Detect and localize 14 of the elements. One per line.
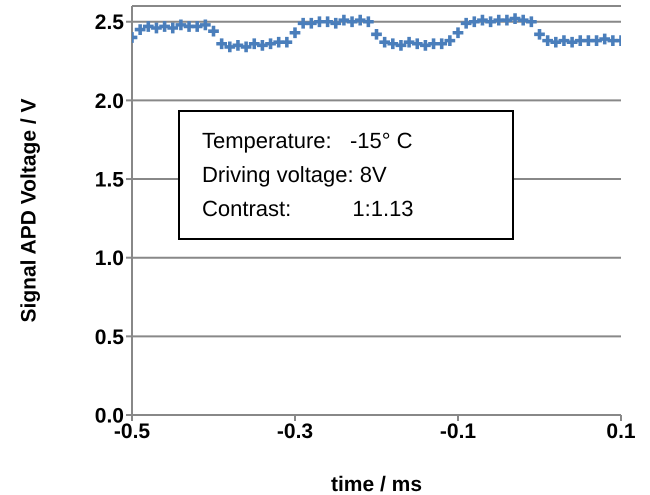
annotation: Contrast: 1:1.13: [202, 195, 415, 223]
y-tick-label: 1.0: [94, 247, 124, 270]
note-box: Temperature: -15° C Driving voltage: 8V Contrast: 1:1.13: [178, 110, 514, 240]
annotation: Driving voltage: 8V: [202, 161, 388, 189]
annotation: Temperature: -15° C: [202, 127, 414, 155]
x-axis-title: time / ms: [330, 473, 422, 495]
y-tick-label: 0.5: [94, 326, 124, 349]
y-tick-label: 2.5: [94, 11, 124, 34]
x-tick-label: -0.1: [440, 420, 476, 443]
x-tick-label: -0.3: [276, 420, 314, 443]
y-axis-title: Signal APD Voltage / V: [17, 98, 40, 323]
y-tick-label: 1.5: [94, 168, 124, 192]
y-tick-label: 2.0: [94, 90, 124, 113]
x-tick-label: 0.1: [606, 420, 636, 443]
